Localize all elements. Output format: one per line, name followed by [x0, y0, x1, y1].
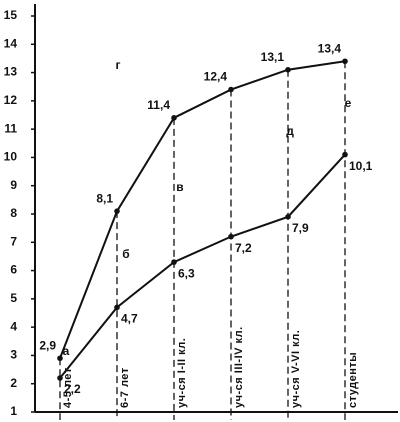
- y-tick-label: 4: [10, 319, 17, 333]
- data-label: 6,3: [178, 266, 195, 280]
- point: [342, 58, 348, 65]
- y-tick-label: 10: [4, 150, 18, 164]
- data-label: 2,2: [64, 382, 81, 396]
- point: [114, 208, 120, 214]
- x-tick-label: уч-ся III-IV кл.: [233, 326, 245, 408]
- x-tick-label: уч-ся V-VI кл.: [290, 330, 302, 408]
- data-label: 7,2: [235, 241, 252, 255]
- x-tick-label: 4-5 лет: [62, 367, 74, 408]
- annotation: в: [176, 180, 183, 194]
- y-tick-label: 13: [4, 65, 18, 79]
- point: [285, 66, 291, 73]
- series-line: [59, 153, 346, 379]
- x-tick-label: уч-ся I-II кл.: [176, 338, 188, 408]
- point: [228, 233, 234, 240]
- point: [171, 259, 177, 265]
- annotation: е: [345, 96, 352, 110]
- y-tick-label: 1: [10, 404, 17, 418]
- y-tick-label: 2: [10, 376, 17, 390]
- y-tick-label: 11: [4, 121, 17, 135]
- x-tick-label: 6-7 лет: [119, 367, 131, 408]
- annotation: д: [286, 124, 294, 138]
- point: [57, 355, 63, 362]
- data-label: 2,9: [39, 338, 56, 352]
- series-line: [59, 60, 346, 359]
- point: [342, 151, 348, 158]
- x-tick-label: студенты: [347, 352, 359, 408]
- data-label: 7,9: [292, 221, 309, 235]
- data-label: 8,1: [96, 191, 113, 205]
- y-tick-label: 14: [4, 36, 18, 50]
- y-tick-label: 8: [10, 206, 17, 220]
- annotation: г: [116, 58, 121, 72]
- annotation: а: [63, 344, 70, 358]
- y-tick-label: 12: [4, 93, 18, 107]
- data-label: 10,1: [349, 159, 373, 173]
- point: [171, 115, 177, 121]
- y-tick-label: 5: [10, 291, 17, 305]
- y-tick-label: 7: [10, 234, 17, 248]
- data-label: 4,7: [121, 312, 138, 326]
- annotation: б: [122, 247, 129, 261]
- y-tick-label: 6: [10, 263, 17, 277]
- point: [228, 86, 234, 93]
- data-label: 12,4: [204, 70, 228, 84]
- y-tick-label: 3: [10, 348, 17, 362]
- point: [57, 375, 63, 381]
- point: [114, 304, 120, 311]
- y-tick-label: 15: [4, 8, 18, 22]
- data-label: 13,4: [318, 41, 342, 55]
- point: [285, 214, 291, 220]
- data-label: 11,4: [147, 98, 170, 112]
- data-label: 13,1: [261, 50, 285, 64]
- y-tick-label: 9: [10, 178, 17, 192]
